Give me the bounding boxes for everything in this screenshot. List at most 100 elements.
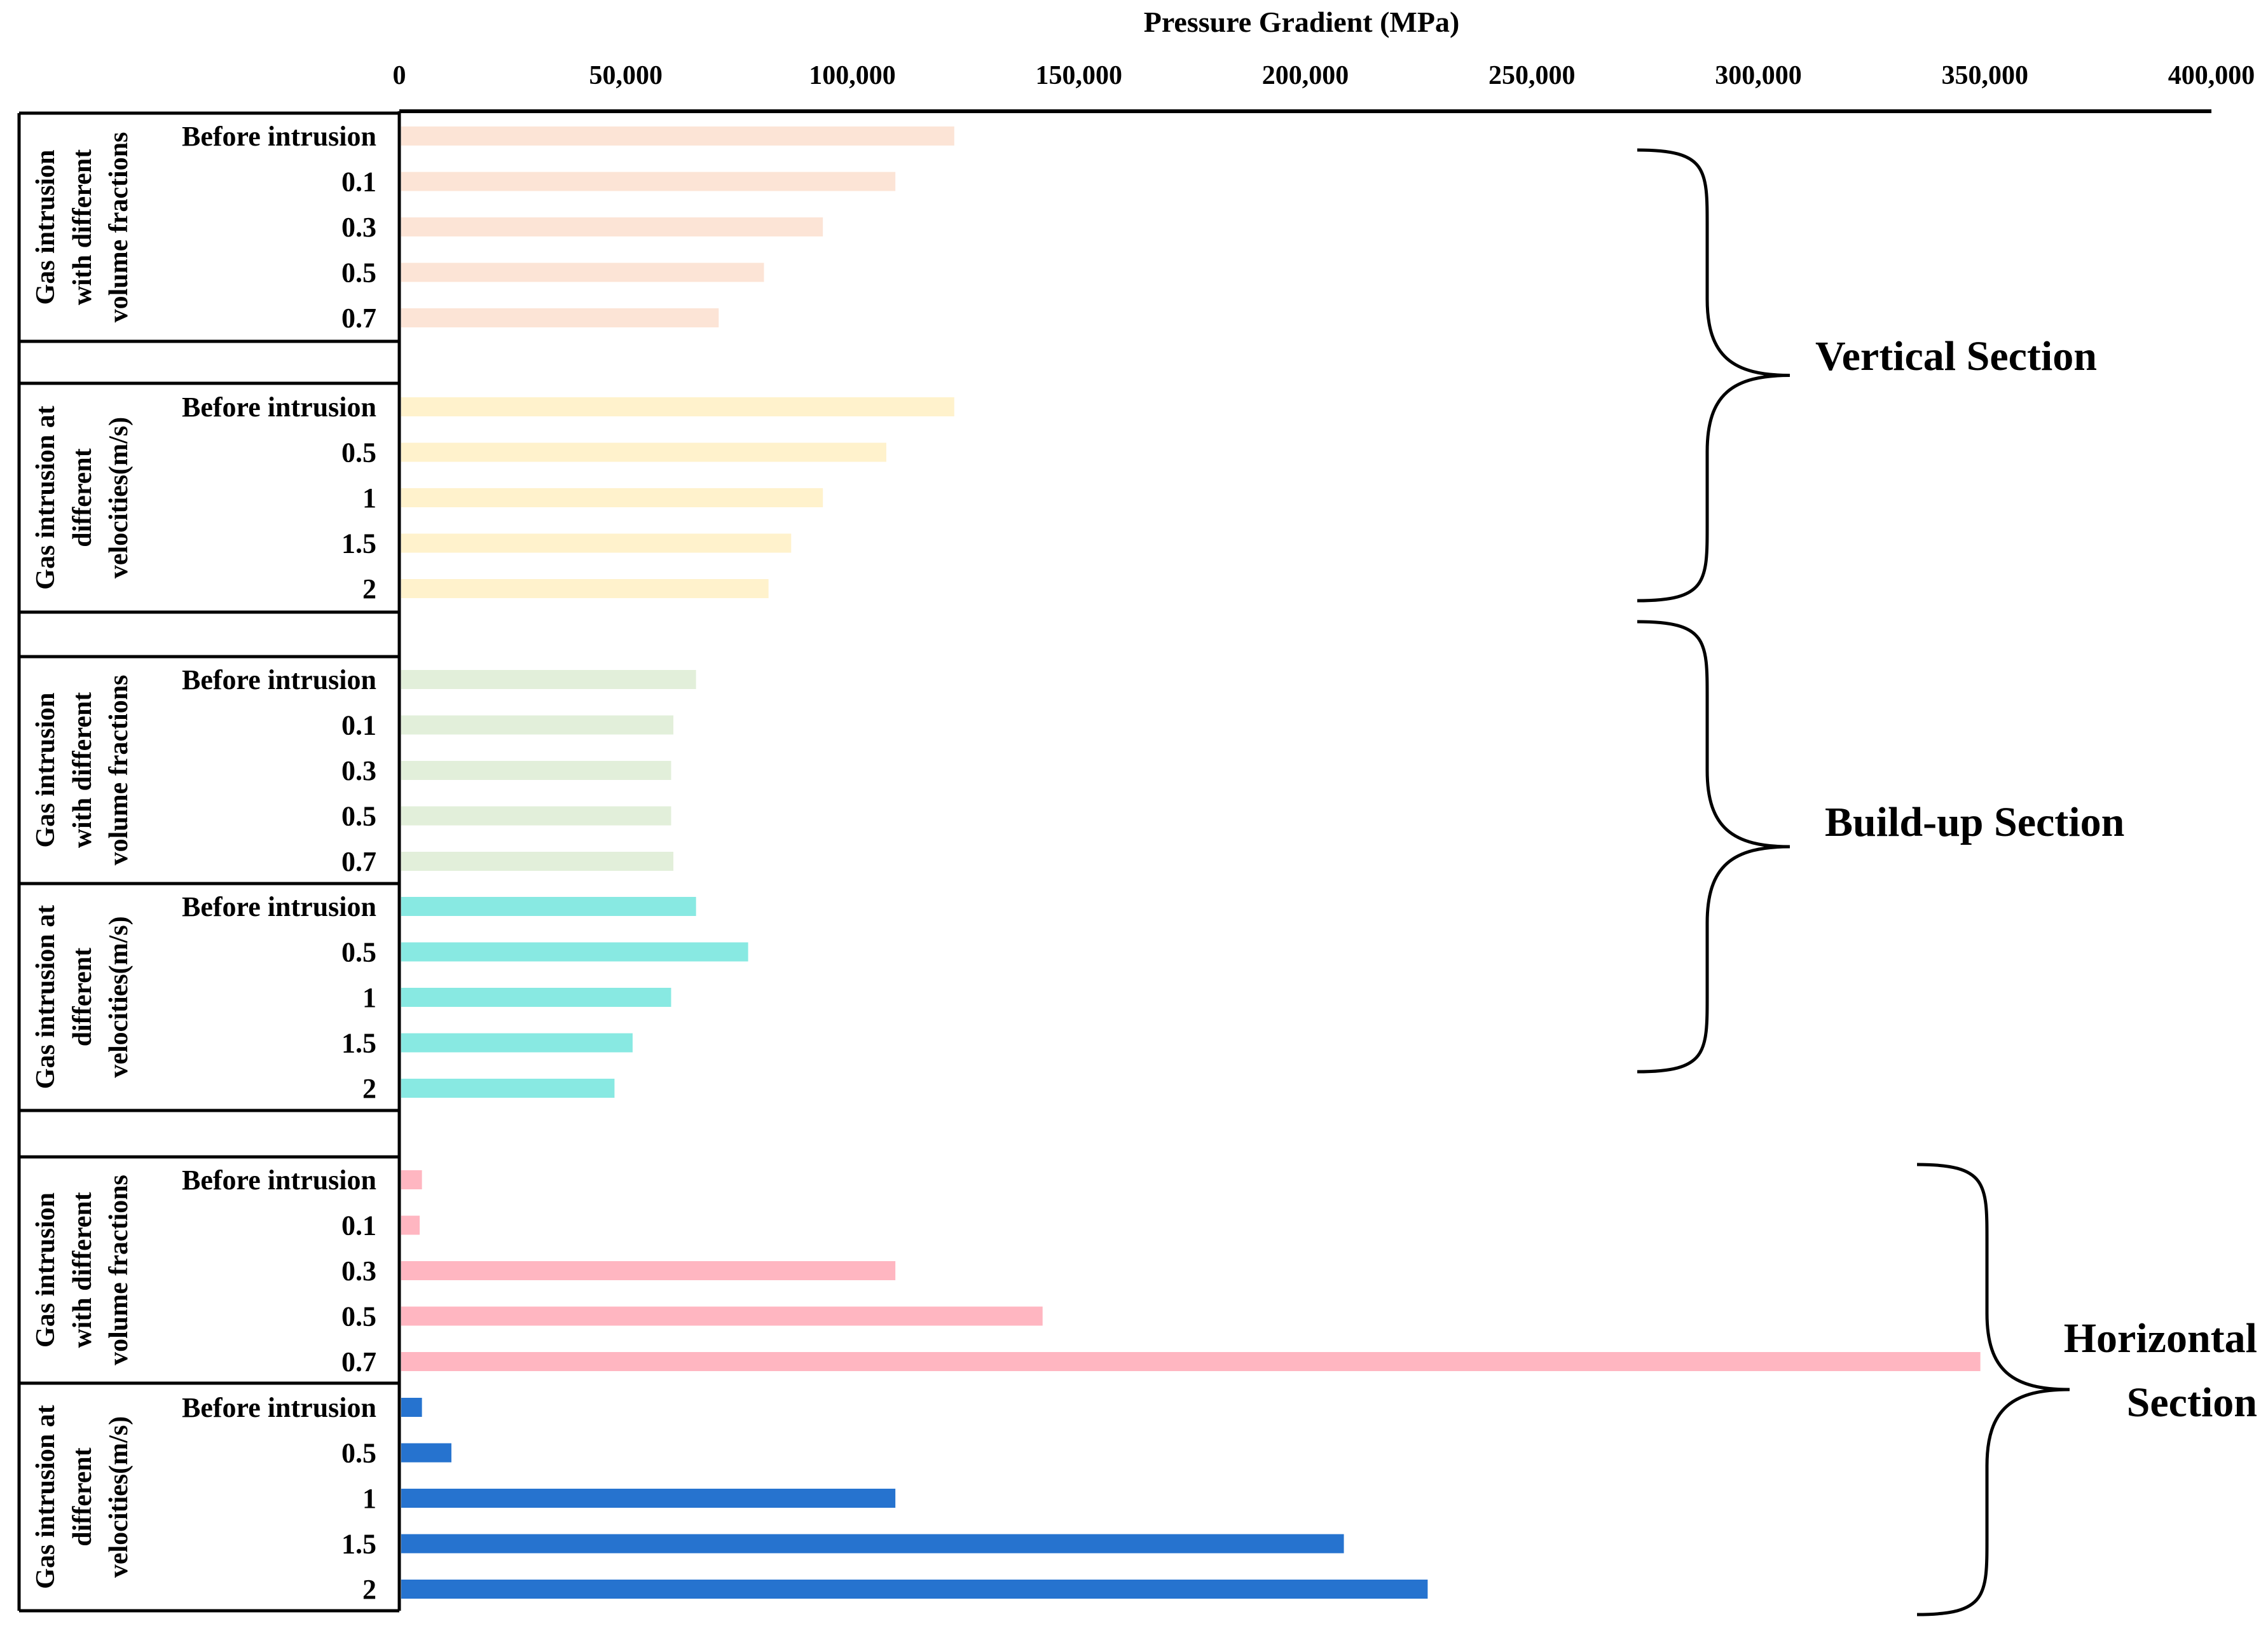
- x-axis: 0 50,000 100,000 150,000 200,000 250,000 300,0…: [393, 61, 2255, 113]
- group-label-line: different: [68, 448, 97, 547]
- bar: [401, 1306, 1043, 1326]
- section-braces: Vertical Section Build-up Section Horizont…: [1637, 148, 2257, 1616]
- category-label: 0.7: [341, 846, 376, 877]
- category-label: Before intrusion: [182, 891, 376, 922]
- bar: [401, 172, 896, 191]
- group-label-line: Gas intrusion: [31, 150, 60, 305]
- group-label: Gas intrusion at different velocities(m/s): [31, 905, 134, 1089]
- group-label-line: Gas intrusion: [31, 693, 60, 848]
- bar: [401, 1170, 422, 1189]
- category-label: Before intrusion: [182, 392, 376, 423]
- bar: [401, 533, 792, 553]
- x-tick-label: 50,000: [589, 61, 663, 90]
- x-tick-label: 150,000: [1036, 61, 1123, 90]
- bar: [401, 263, 764, 282]
- category-label: 0.1: [341, 167, 376, 198]
- group-label-line: different: [68, 1447, 97, 1547]
- chart-title: Pressure Gradient (MPa): [1144, 6, 1460, 38]
- category-label: 1: [362, 982, 376, 1013]
- bar: [401, 670, 696, 689]
- category-label: Before intrusion: [182, 121, 376, 152]
- bar: [401, 806, 671, 826]
- bar: [401, 1580, 1428, 1599]
- category-label: 0.5: [341, 1438, 376, 1469]
- category-label: 1.5: [341, 1028, 376, 1059]
- bar: [401, 852, 674, 871]
- group-label: Gas intrusion at different velocities(m/s): [31, 1405, 134, 1588]
- bar: [401, 897, 696, 916]
- group-label-line: Gas intrusion at: [31, 1405, 60, 1588]
- group-label-line: Gas intrusion at: [31, 406, 60, 589]
- category-label: 0.5: [341, 1301, 376, 1332]
- category-label: Before intrusion: [182, 1165, 376, 1196]
- bar: [401, 1489, 896, 1508]
- category-label: 0.5: [341, 801, 376, 832]
- group-label-line: volume fractions: [104, 132, 134, 323]
- category-label: Before intrusion: [182, 664, 376, 695]
- group-label-line: different: [68, 948, 97, 1047]
- group-frames: [17, 111, 401, 1613]
- bars: [401, 126, 1981, 1599]
- group-label-line: volume fractions: [104, 1175, 134, 1365]
- section-name: Section: [2127, 1379, 2257, 1426]
- group-label: Gas intrusion at different velocities(m/s): [31, 406, 134, 589]
- group-label-line: Gas intrusion at: [31, 905, 60, 1089]
- section-name: Horizontal: [2064, 1315, 2257, 1362]
- group-label: Gas intrusion with different volume fracti…: [31, 1175, 134, 1365]
- category-label: 2: [362, 573, 376, 605]
- group-label-line: Gas intrusion: [31, 1192, 60, 1348]
- category-label: 0.3: [341, 755, 376, 786]
- category-label: 2: [362, 1574, 376, 1605]
- category-label: 0.1: [341, 710, 376, 741]
- bar: [401, 1398, 422, 1417]
- x-tick-label: 250,000: [1488, 61, 1576, 90]
- bar: [401, 1215, 420, 1235]
- category-label: 0.5: [341, 257, 376, 289]
- bar: [401, 579, 769, 598]
- bar: [401, 442, 886, 462]
- section-brace: [1637, 148, 1790, 603]
- bar: [401, 1443, 451, 1463]
- group-label-line: with different: [68, 1192, 97, 1348]
- bar: [401, 761, 671, 780]
- section-brace: [1637, 620, 1790, 1074]
- x-tick-label: 300,000: [1715, 61, 1802, 90]
- category-label: 1.5: [341, 1529, 376, 1560]
- bar: [401, 1261, 896, 1280]
- section-name: Build-up Section: [1825, 799, 2124, 845]
- category-label: 1: [362, 482, 376, 514]
- category-label: 0.5: [341, 937, 376, 968]
- group-label-line: velocities(m/s): [104, 417, 134, 578]
- category-label: 0.3: [341, 212, 376, 243]
- group-label-line: velocities(m/s): [104, 1416, 134, 1578]
- bar: [401, 988, 671, 1007]
- category-label: 2: [362, 1073, 376, 1104]
- bar: [401, 1352, 1981, 1371]
- bar: [401, 715, 674, 735]
- section-name: Vertical Section: [1815, 333, 2097, 379]
- bar: [401, 1534, 1344, 1554]
- x-tick-label: 0: [393, 61, 406, 90]
- group-label: Gas intrusion with different volume fracti…: [31, 675, 134, 866]
- bar: [401, 942, 748, 962]
- group-label: Gas intrusion with different volume fracti…: [31, 132, 134, 323]
- bar: [401, 126, 954, 146]
- bar: [401, 397, 954, 416]
- x-tick-label: 350,000: [1942, 61, 2029, 90]
- group-label-line: with different: [68, 692, 97, 848]
- category-label: 0.1: [341, 1210, 376, 1241]
- group-label-line: velocities(m/s): [104, 916, 134, 1077]
- bar: [401, 308, 719, 327]
- group-label-line: with different: [68, 149, 97, 305]
- category-label: 0.3: [341, 1255, 376, 1287]
- category-label: 1.5: [341, 528, 376, 559]
- bar: [401, 488, 823, 507]
- category-label: 0.7: [341, 303, 376, 334]
- category-label: 0.7: [341, 1346, 376, 1377]
- category-label: 1: [362, 1483, 376, 1514]
- x-tick-label: 100,000: [809, 61, 896, 90]
- bar: [401, 1033, 633, 1053]
- x-tick-label: 200,000: [1262, 61, 1349, 90]
- category-label: 0.5: [341, 437, 376, 468]
